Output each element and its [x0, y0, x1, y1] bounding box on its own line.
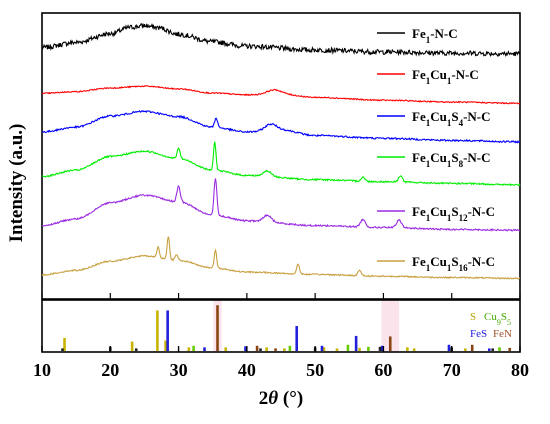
legend-label-part: Cu: [430, 67, 447, 82]
ref-legend-s: S: [470, 311, 476, 323]
series-line: [41, 85, 521, 105]
legend-label-part: S: [451, 150, 458, 165]
legend-label-part: 1: [447, 263, 452, 273]
ref-legend-part: Cu: [484, 311, 497, 323]
x-axis-label-var: θ: [268, 388, 278, 409]
legend-label-part: -N-C: [463, 109, 490, 124]
reference-plot-frame: [41, 299, 521, 353]
legend-label-part: 1: [426, 263, 431, 273]
legend-label-part: 1: [447, 76, 452, 86]
x-tick-label: 20: [101, 360, 119, 380]
reference-highlight: [381, 300, 400, 352]
legend-label-part: 16: [459, 263, 469, 273]
legend-label-part: Cu: [430, 150, 447, 165]
reference-lines: [61, 305, 512, 351]
x-tick-label: 30: [170, 360, 188, 380]
legend-label-part: Fe: [412, 254, 426, 269]
legend-label: Fe1-N-C: [412, 26, 458, 45]
legend-label: Fe1Cu1S16-N-C: [412, 254, 495, 273]
xrd-pattern-panel: Fe1-N-CFe1Cu1-N-CFe1Cu1S4-N-CFe1Cu1S8-N-…: [41, 12, 521, 300]
series-line: [41, 110, 521, 144]
reference-highlights: [213, 300, 400, 352]
legend-label-part: Fe: [412, 204, 426, 219]
legend-label-part: Cu: [430, 109, 447, 124]
ref-legend-cu9s5: Cu9S5: [484, 311, 511, 327]
ref-legend-part: S: [501, 311, 507, 323]
top-plot-frame: [41, 12, 521, 300]
legend-label-part: 1: [426, 35, 431, 45]
series-curves: [41, 22, 521, 280]
ref-legend-fen: FeN: [493, 328, 512, 340]
x-axis-label: 2θ (°): [259, 388, 303, 409]
x-axis-label-prefix: 2: [259, 388, 269, 409]
legend-label-part: Cu: [430, 254, 447, 269]
legend-label-part: Fe: [412, 150, 426, 165]
legend-label-part: Cu: [430, 204, 447, 219]
legend-label: Fe1Cu1-N-C: [412, 67, 479, 86]
y-axis-label: Intensity (a.u.): [6, 124, 27, 243]
legend-label-part: 12: [459, 213, 469, 223]
x-tick-label: 50: [306, 360, 324, 380]
x-tick-label: 10: [33, 360, 51, 380]
legend-label-part: 1: [447, 118, 452, 128]
x-tick-label: 80: [511, 360, 529, 380]
legend-label-part: -N-C: [430, 26, 457, 41]
legend-label-part: -N-C: [468, 254, 495, 269]
legend-label-part: S: [451, 109, 458, 124]
legend-label-part: 8: [459, 159, 464, 169]
legend-label-part: 1: [447, 159, 452, 169]
ref-legend-fes: FeS: [470, 328, 487, 340]
legend-label-part: 1: [447, 213, 452, 223]
x-tick-label: 40: [238, 360, 256, 380]
legend-label: Fe1Cu1S4-N-C: [412, 109, 491, 128]
legend-label-part: 1: [426, 118, 431, 128]
legend-label-part: -N-C: [468, 204, 495, 219]
legend-label-part: 1: [426, 159, 431, 169]
legend-label-part: S: [451, 254, 458, 269]
x-tick-label: 60: [374, 360, 392, 380]
x-tick-label: 70: [443, 360, 461, 380]
series-line: [41, 22, 521, 58]
series-legend: Fe1-N-CFe1Cu1-N-CFe1Cu1S4-N-CFe1Cu1S8-N-…: [377, 26, 495, 273]
ref-legend-part: 5: [507, 318, 511, 327]
legend-label: Fe1Cu1S8-N-C: [412, 150, 491, 169]
legend-label-part: Fe: [412, 26, 426, 41]
legend-label-part: 1: [426, 213, 431, 223]
legend-label-part: 4: [459, 118, 464, 128]
series-line: [41, 178, 521, 232]
legend-label-part: -N-C: [463, 150, 490, 165]
legend-label-part: S: [451, 204, 458, 219]
legend-label-part: -N-C: [451, 67, 478, 82]
x-axis-label-unit: (°): [278, 388, 303, 409]
legend-label-part: 1: [426, 76, 431, 86]
series-line: [41, 141, 521, 187]
legend-label-part: Fe: [412, 109, 426, 124]
x-axis-ticks: 10 20 30 40 50 60 70 80: [33, 293, 529, 380]
ref-legend-part: 9: [497, 318, 501, 327]
legend-label: Fe1Cu1S12-N-C: [412, 204, 495, 223]
series-line: [41, 236, 521, 280]
legend-label-part: Fe: [412, 67, 426, 82]
